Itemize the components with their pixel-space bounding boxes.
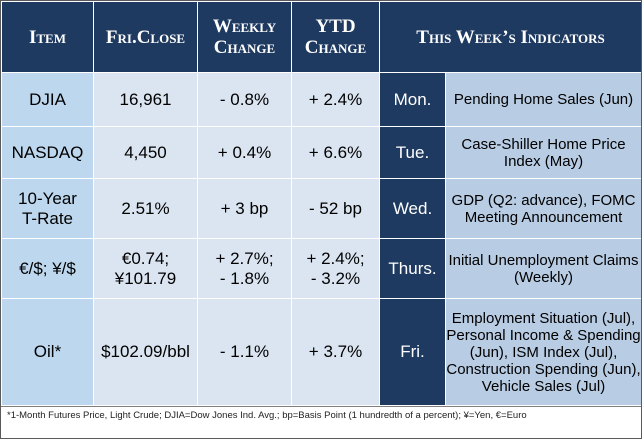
row-close: 2.51% (93, 178, 198, 239)
row-indicator: Initial Unemployment Claims (Weekly) (444, 238, 641, 299)
table-row: 10-Year T-Rate 2.51% + 3 bp - 52 bp Wed. … (1, 178, 641, 239)
header-item: Item (1, 1, 94, 73)
row-indicator: Pending Home Sales (Jun) (444, 72, 641, 127)
row-weekly: + 3 bp (197, 178, 292, 239)
row-ytd: + 2.4%; - 3.2% (291, 238, 380, 299)
table-row: DJIA 16,961 - 0.8% + 2.4% Mon. Pending H… (1, 72, 641, 127)
table-row: €/$; ¥/$ €0.74; ¥101.79 + 2.7%; - 1.8% + 2… (1, 238, 641, 299)
row-ytd: - 52 bp (291, 178, 380, 239)
row-close: 16,961 (93, 72, 198, 127)
footnote: *1-Month Futures Price, Light Crude; DJI… (1, 406, 641, 438)
row-day: Tue. (379, 126, 446, 179)
header-ytd-change: YTDChange (291, 1, 380, 73)
row-close: 4,450 (93, 126, 198, 179)
row-close: €0.74; ¥101.79 (93, 238, 198, 299)
row-day: Mon. (379, 72, 446, 127)
row-ytd: + 2.4% (291, 72, 380, 127)
row-item: €/$; ¥/$ (1, 238, 94, 299)
header-weekly-change: WeeklyChange (197, 1, 292, 73)
row-weekly: - 0.8% (197, 72, 292, 127)
header-fri-close: Fri.Close (93, 1, 198, 73)
row-indicator: Employment Situation (Jul), Personal Inc… (444, 298, 641, 406)
table-row: Oil* $102.09/bbl - 1.1% + 3.7% Fri. Empl… (1, 298, 641, 406)
row-ytd: + 3.7% (291, 298, 380, 406)
row-close: $102.09/bbl (93, 298, 198, 406)
row-weekly: + 0.4% (197, 126, 292, 179)
row-item: 10-Year T-Rate (1, 178, 94, 239)
row-weekly: - 1.1% (197, 298, 292, 406)
row-item: NASDAQ (1, 126, 94, 179)
row-weekly: + 2.7%; - 1.8% (197, 238, 292, 299)
header-indicators: This Week’s Indicators (378, 1, 641, 73)
row-item: DJIA (1, 72, 94, 127)
table-row: NASDAQ 4,450 + 0.4% + 6.6% Tue. Case-Shi… (1, 126, 641, 179)
row-day: Wed. (379, 178, 446, 239)
row-indicator: Case-Shiller Home Price Index (May) (444, 126, 641, 179)
row-day: Fri. (379, 298, 446, 406)
header-row: Item Fri.Close WeeklyChange YTDChange Th… (1, 1, 641, 73)
market-table: Item Fri.Close WeeklyChange YTDChange Th… (1, 1, 641, 406)
row-day: Thurs. (379, 238, 446, 299)
row-indicator: GDP (Q2: advance), FOMC Meeting Announce… (444, 178, 641, 239)
row-ytd: + 6.6% (291, 126, 380, 179)
row-item: Oil* (1, 298, 94, 406)
